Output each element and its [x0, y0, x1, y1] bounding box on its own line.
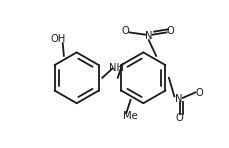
Text: O: O: [166, 26, 174, 36]
Text: N: N: [175, 94, 183, 104]
Text: N: N: [145, 31, 153, 41]
Text: O: O: [195, 88, 203, 98]
Text: O: O: [175, 113, 183, 123]
Text: NH: NH: [109, 63, 125, 73]
Text: O: O: [122, 26, 129, 36]
Text: Me: Me: [123, 111, 138, 121]
Text: OH: OH: [50, 34, 66, 44]
